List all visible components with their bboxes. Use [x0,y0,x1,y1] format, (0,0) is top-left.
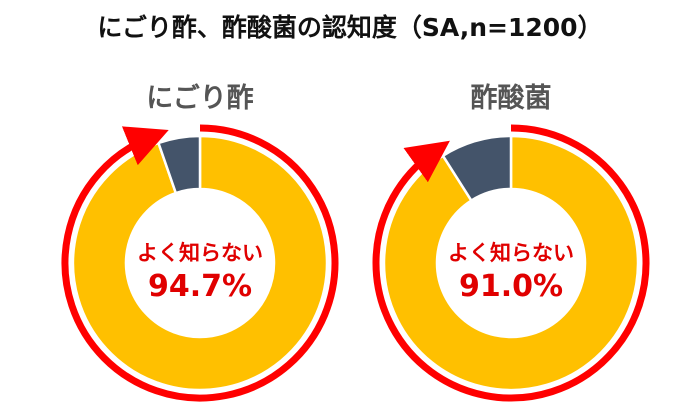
center-label-text: よく知らない [448,241,574,265]
center-label-value: 91.0% [458,269,564,304]
chart-title-sakusankin: 酢酸菌 [470,83,552,114]
page-title: にごり酢、酢酸菌の認知度（SA,n=1200） [97,13,603,42]
donut-chart-nigori-su [61,124,339,402]
chart-title-nigori-su: にごり酢 [146,83,254,114]
arrow-ring-icon [61,124,339,402]
slice-known [441,134,513,203]
center-label-sakusankin: よく知らない 91.0% [431,237,591,304]
slice-unknown [71,134,329,392]
slice-known [156,134,202,195]
slice-unknown [382,134,640,392]
center-label-text: よく知らない [137,241,263,265]
center-label-value: 94.7% [147,269,253,304]
arrow-ring-icon [372,124,650,402]
donut-chart-sakusankin [372,124,650,402]
center-label-nigori-su: よく知らない 94.7% [120,237,280,304]
